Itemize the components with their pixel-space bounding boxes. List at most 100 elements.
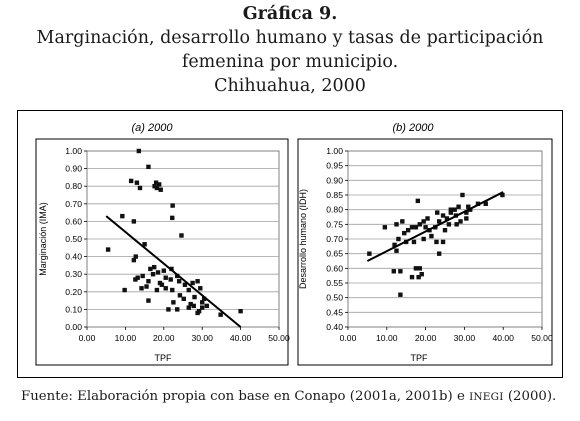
data-point (137, 185, 143, 191)
data-point (159, 282, 165, 287)
x-tick-label: 40.00 (492, 333, 514, 343)
x-axis-label: TPF (411, 353, 429, 363)
data-point (460, 192, 465, 198)
data-point (402, 230, 407, 236)
data-point (392, 242, 397, 248)
y-tick-label: 0.95 (326, 161, 343, 171)
x-tick-label: 0.00 (340, 333, 357, 343)
data-point (131, 257, 137, 263)
x-tick-label: 10.00 (115, 333, 137, 343)
data-point (176, 279, 182, 284)
data-point (105, 247, 111, 252)
data-point (416, 274, 421, 280)
data-point (425, 216, 430, 221)
data-point (175, 307, 180, 312)
y-tick-label: 0.80 (326, 205, 343, 215)
data-point (153, 180, 159, 185)
x-tick-label: 0.00 (79, 333, 96, 343)
figure-heading: Gráfica 9. (242, 4, 338, 24)
data-point (394, 248, 399, 253)
y-tick-label: 0.45 (326, 307, 343, 317)
data-point (140, 273, 145, 279)
chart-title: (a) 2000 (132, 122, 174, 134)
x-tick-label: 50.00 (531, 333, 553, 343)
y-tick-label: 0.80 (65, 181, 82, 191)
data-point (405, 228, 411, 233)
data-point (181, 296, 186, 302)
data-point (154, 185, 160, 191)
data-point (464, 210, 469, 215)
data-point (142, 242, 147, 247)
data-point (411, 239, 417, 245)
y-tick-label: 0.85 (326, 190, 343, 200)
y-tick-label: 0.55 (326, 278, 343, 288)
data-point (136, 148, 142, 154)
data-point (177, 293, 183, 298)
data-point (448, 210, 454, 215)
data-point (435, 210, 440, 215)
data-point (458, 219, 463, 224)
x-tick-label: 20.00 (153, 333, 175, 343)
figure-title-line-1: Marginación, desarrollo humano y tasas d… (36, 28, 544, 48)
data-point (452, 207, 457, 212)
data-point (171, 300, 176, 305)
data-point (170, 215, 175, 221)
data-point (133, 277, 138, 282)
data-point (144, 284, 149, 289)
data-point (440, 213, 446, 218)
x-tick-label: 20.00 (415, 333, 437, 343)
data-point (413, 225, 419, 230)
data-point (200, 305, 205, 310)
y-axis-label: Marginación (IMA) (38, 202, 48, 276)
y-tick-label: 0.70 (326, 234, 343, 244)
data-point (398, 269, 403, 274)
data-point (440, 239, 446, 245)
data-point (417, 266, 422, 271)
data-point (155, 270, 161, 275)
data-point (146, 298, 151, 303)
data-point (148, 266, 153, 272)
data-point (442, 228, 448, 233)
data-point (444, 216, 450, 221)
figure-title-line-2: femenina por municipio. (181, 52, 399, 72)
x-tick-label: 40.00 (230, 333, 252, 343)
data-point (146, 279, 151, 284)
data-point (415, 198, 421, 204)
data-point (190, 280, 195, 286)
data-point (429, 233, 434, 239)
y-tick-label: 0.40 (65, 252, 82, 262)
source-prefix: Fuente: Elaboración propia con base en C… (21, 389, 470, 404)
y-axis-label: Desarrollo humano (IDH) (298, 189, 308, 289)
data-point (161, 268, 166, 273)
data-point (198, 286, 203, 291)
source-inegi: INEGI (469, 391, 504, 403)
data-point (168, 277, 173, 282)
data-point (466, 204, 471, 209)
data-point (122, 287, 127, 293)
figure-title-line-3: Chihuahua, 2000 (214, 76, 366, 96)
data-point (398, 292, 403, 297)
data-point (417, 222, 422, 227)
y-tick-label: 0.90 (326, 175, 343, 185)
data-point (421, 236, 426, 242)
y-tick-label: 0.70 (65, 199, 82, 209)
source-note: Fuente: Elaboración propia con base en C… (21, 389, 566, 404)
data-point (133, 254, 138, 259)
data-point (192, 294, 197, 300)
data-point (186, 287, 191, 293)
data-point (191, 303, 196, 309)
data-point (454, 222, 459, 227)
data-point (382, 225, 388, 230)
data-point (204, 303, 210, 309)
data-point (400, 219, 405, 224)
data-point (201, 296, 207, 302)
data-point (456, 204, 461, 209)
y-tick-label: 0.10 (65, 304, 82, 314)
y-tick-label: 0.50 (65, 234, 82, 244)
data-point (394, 222, 399, 227)
y-tick-label: 0.60 (326, 263, 343, 273)
y-tick-label: 0.75 (326, 219, 343, 229)
data-point (128, 178, 134, 184)
y-tick-label: 0.65 (326, 249, 343, 259)
data-point (135, 275, 140, 280)
